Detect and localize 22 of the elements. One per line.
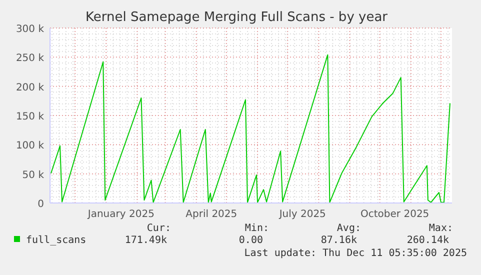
legend-label: full_scans	[26, 235, 86, 246]
text: 87.16k	[320, 235, 357, 246]
text: 0.00	[238, 235, 263, 246]
y-tick-label: 200 k	[16, 82, 44, 94]
text: Min:	[244, 223, 269, 234]
x-tick-label: April 2025	[186, 209, 238, 220]
text: Last update: Thu Dec 11 05:35:00 2025	[244, 248, 467, 259]
y-tick-label: 250 k	[16, 53, 44, 64]
text: 171.49k	[124, 235, 167, 246]
chart-title: Kernel Samepage Merging Full Scans - by year	[85, 10, 388, 25]
y-tick-label: 50 k	[22, 170, 44, 181]
text: Avg:	[336, 223, 361, 234]
y-tick-label: 150 k	[16, 112, 44, 122]
y-tick-label: 0	[38, 199, 44, 210]
y-tick-label: 300 k	[16, 24, 44, 35]
text: 260.14k	[406, 235, 449, 246]
text: Max:	[428, 223, 453, 234]
x-tick-label: January 2025	[86, 209, 154, 220]
x-tick-label: July 2025	[278, 209, 326, 220]
y-tick-label: 100 k	[16, 140, 44, 152]
x-tick-label: October 2025	[360, 209, 430, 220]
text: Cur:	[146, 223, 171, 234]
